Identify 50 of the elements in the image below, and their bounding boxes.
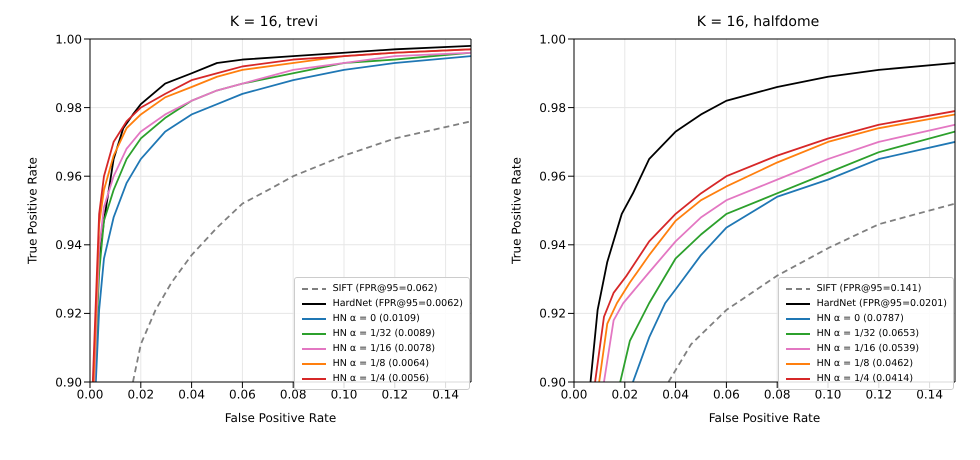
y-tick-label: 0.96 xyxy=(55,169,82,184)
x-tick-label: 0.02 xyxy=(611,388,638,402)
legend-label: SIFT (FPR@95=0.141) xyxy=(816,283,922,294)
x-tick-label: 0.14 xyxy=(916,388,943,402)
y-tick-label: 1.00 xyxy=(539,32,566,46)
x-tick-label: 0.12 xyxy=(381,388,408,402)
x-tick-label: 0.06 xyxy=(713,388,740,402)
y-tick-label: 0.98 xyxy=(539,100,566,115)
x-tick-label: 0.00 xyxy=(560,388,588,402)
x-axis-title: False Positive Rate xyxy=(224,411,336,425)
y-tick-label: 0.92 xyxy=(539,306,566,321)
legend-label: HN α = 1/32 (0.0089) xyxy=(332,328,436,339)
y-tick-label: 1.00 xyxy=(55,32,82,46)
x-tick-label: 0.08 xyxy=(764,388,791,402)
x-tick-label: 0.10 xyxy=(330,388,358,402)
legend-label: HN α = 1/8 (0.0064) xyxy=(332,358,430,369)
y-tick-label: 0.94 xyxy=(539,238,566,252)
x-tick-label: 0.08 xyxy=(280,388,307,402)
legend-label: HardNet (FPR@95=0.0062) xyxy=(332,298,463,309)
legend-label: HardNet (FPR@95=0.0201) xyxy=(816,298,947,309)
legend-label: SIFT (FPR@95=0.062) xyxy=(332,283,438,294)
x-tick-label: 0.04 xyxy=(662,388,689,402)
y-tick-label: 0.94 xyxy=(55,238,82,252)
chart-title: K = 16, halfdome xyxy=(696,14,820,30)
line-series xyxy=(132,120,471,382)
x-tick-label: 0.06 xyxy=(229,388,256,402)
legend-label: HN α = 0 (0.0787) xyxy=(816,313,904,324)
y-axis-title: True Positive Rate xyxy=(509,157,524,265)
y-tick-label: 0.98 xyxy=(55,100,82,115)
legend-label: HN α = 1/16 (0.0539) xyxy=(816,343,920,354)
x-tick-label: 0.04 xyxy=(178,388,205,402)
legend-label: HN α = 1/8 (0.0462) xyxy=(816,358,914,369)
x-tick-label: 0.00 xyxy=(76,388,104,402)
legend-label: HN α = 0 (0.0109) xyxy=(332,313,420,324)
legend-label: HN α = 1/4 (0.0414) xyxy=(816,373,914,384)
x-axis-title: False Positive Rate xyxy=(708,411,820,425)
legend-label: HN α = 1/16 (0.0078) xyxy=(332,343,436,354)
y-tick-label: 0.92 xyxy=(55,306,82,321)
x-tick-label: 0.12 xyxy=(865,388,892,402)
y-axis-title: True Positive Rate xyxy=(25,157,40,265)
y-tick-label: 0.90 xyxy=(539,375,566,390)
legend-label: HN α = 1/4 (0.0056) xyxy=(332,373,430,384)
y-tick-label: 0.90 xyxy=(55,375,82,390)
x-tick-label: 0.02 xyxy=(127,388,154,402)
chart-title: K = 16, trevi xyxy=(228,14,320,30)
x-tick-label: 0.10 xyxy=(814,388,842,402)
y-tick-label: 0.96 xyxy=(539,169,566,184)
x-tick-label: 0.14 xyxy=(432,388,459,402)
legend-label: HN α = 1/32 (0.0653) xyxy=(816,328,920,339)
line-series xyxy=(668,202,955,382)
